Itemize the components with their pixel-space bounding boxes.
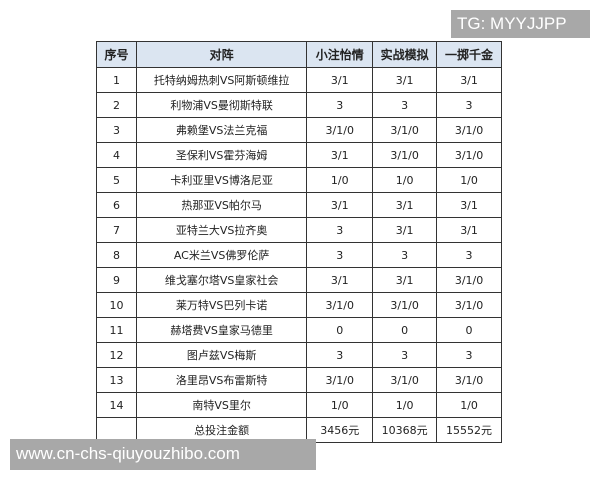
cell-big-bet: 3 (436, 242, 502, 268)
cell-match: 卡利亚里VS博洛尼亚 (135, 167, 308, 193)
cell-match: 南特VS里尔 (135, 392, 308, 418)
table-row: 3 弗赖堡VS法兰克福 3/1/0 3/1/0 3/1/0 (96, 117, 502, 143)
cell-small-bet: 3 (306, 92, 374, 118)
cell-match: 弗赖堡VS法兰克福 (135, 117, 308, 143)
table-row: 2 利物浦VS曼彻斯特联 3 3 3 (96, 92, 502, 118)
cell-big-bet: 3/1 (436, 192, 502, 218)
cell-big-bet: 3 (436, 342, 502, 368)
cell-practice-bet: 3/1/0 (372, 292, 438, 318)
cell-practice-bet: 3/1/0 (372, 367, 438, 393)
table-row: 5 卡利亚里VS博洛尼亚 1/0 1/0 1/0 (96, 167, 502, 193)
cell-small-bet: 3/1 (306, 67, 374, 93)
table-row: 1 托特纳姆热刺VS阿斯顿维拉 3/1 3/1 3/1 (96, 67, 502, 93)
cell-big-bet: 15552元 (436, 417, 502, 443)
table-row: 11 赫塔费VS皇家马德里 0 0 0 (96, 317, 502, 343)
cell-practice-bet: 3/1 (372, 217, 438, 243)
cell-match: 莱万特VS巴列卡诺 (135, 292, 308, 318)
cell-practice-bet: 3/1/0 (372, 117, 438, 143)
table-row: 14 南特VS里尔 1/0 1/0 1/0 (96, 392, 502, 418)
table-row: 13 洛里昂VS布雷斯特 3/1/0 3/1/0 3/1/0 (96, 367, 502, 393)
table-row: 9 维戈塞尔塔VS皇家社会 3/1 3/1 3/1/0 (96, 267, 502, 293)
cell-big-bet: 3 (436, 92, 502, 118)
table-row: 8 AC米兰VS佛罗伦萨 3 3 3 (96, 242, 502, 268)
column-header-big-bet: 一掷千金 (436, 41, 502, 68)
cell-practice-bet: 0 (372, 317, 438, 343)
cell-index: 5 (96, 167, 137, 193)
cell-big-bet: 0 (436, 317, 502, 343)
cell-small-bet: 3 (306, 217, 374, 243)
cell-big-bet: 3/1/0 (436, 267, 502, 293)
cell-match: 洛里昂VS布雷斯特 (135, 367, 308, 393)
table-row: 4 圣保利VS霍芬海姆 3/1 3/1/0 3/1/0 (96, 142, 502, 168)
cell-match: AC米兰VS佛罗伦萨 (135, 242, 308, 268)
cell-index: 13 (96, 367, 137, 393)
cell-practice-bet: 3/1/0 (372, 142, 438, 168)
cell-practice-bet: 1/0 (372, 392, 438, 418)
cell-small-bet: 3 (306, 342, 374, 368)
column-header-match: 对阵 (135, 41, 308, 68)
cell-small-bet: 1/0 (306, 392, 374, 418)
cell-index: 4 (96, 142, 137, 168)
cell-big-bet: 3/1/0 (436, 142, 502, 168)
cell-big-bet: 1/0 (436, 392, 502, 418)
cell-index: 6 (96, 192, 137, 218)
column-header-index: 序号 (96, 41, 137, 68)
cell-big-bet: 3/1 (436, 217, 502, 243)
cell-practice-bet: 3 (372, 242, 438, 268)
cell-practice-bet: 3/1 (372, 192, 438, 218)
cell-practice-bet: 3/1 (372, 267, 438, 293)
cell-match: 热那亚VS帕尔马 (135, 192, 308, 218)
cell-big-bet: 3/1/0 (436, 117, 502, 143)
cell-big-bet: 3/1 (436, 67, 502, 93)
table-row: 10 莱万特VS巴列卡诺 3/1/0 3/1/0 3/1/0 (96, 292, 502, 318)
cell-practice-bet: 3 (372, 92, 438, 118)
cell-index: 12 (96, 342, 137, 368)
table-row: 7 亚特兰大VS拉齐奥 3 3/1 3/1 (96, 217, 502, 243)
cell-index: 14 (96, 392, 137, 418)
table-header-row: 序号 对阵 小注怡情 实战模拟 一掷千金 (96, 41, 502, 68)
column-header-small-bet: 小注怡情 (306, 41, 374, 68)
cell-small-bet: 3/1/0 (306, 367, 374, 393)
cell-small-bet: 3/1 (306, 267, 374, 293)
cell-small-bet: 3 (306, 242, 374, 268)
telegram-watermark: TG: MYYJJPP (451, 10, 590, 38)
cell-index: 2 (96, 92, 137, 118)
cell-small-bet: 3/1 (306, 142, 374, 168)
cell-big-bet: 3/1/0 (436, 292, 502, 318)
cell-match: 赫塔费VS皇家马德里 (135, 317, 308, 343)
cell-small-bet: 3456元 (306, 417, 374, 443)
betting-table: 序号 对阵 小注怡情 实战模拟 一掷千金 1 托特纳姆热刺VS阿斯顿维拉 3/1 3/1 3/1… (96, 41, 502, 443)
cell-index: 8 (96, 242, 137, 268)
cell-index: 9 (96, 267, 137, 293)
cell-index: 1 (96, 67, 137, 93)
cell-practice-bet: 10368元 (372, 417, 438, 443)
cell-match: 圣保利VS霍芬海姆 (135, 142, 308, 168)
cell-match: 图卢兹VS梅斯 (135, 342, 308, 368)
website-watermark: www.cn-chs-qiuyouzhibo.com (10, 439, 316, 470)
cell-big-bet: 3/1/0 (436, 367, 502, 393)
column-header-practice-bet: 实战模拟 (372, 41, 438, 68)
table-row: 12 图卢兹VS梅斯 3 3 3 (96, 342, 502, 368)
table-row: 6 热那亚VS帕尔马 3/1 3/1 3/1 (96, 192, 502, 218)
cell-match: 利物浦VS曼彻斯特联 (135, 92, 308, 118)
cell-index: 10 (96, 292, 137, 318)
cell-small-bet: 0 (306, 317, 374, 343)
cell-small-bet: 3/1/0 (306, 117, 374, 143)
cell-index: 3 (96, 117, 137, 143)
cell-practice-bet: 3/1 (372, 67, 438, 93)
cell-practice-bet: 1/0 (372, 167, 438, 193)
cell-index: 11 (96, 317, 137, 343)
cell-small-bet: 1/0 (306, 167, 374, 193)
cell-small-bet: 3/1/0 (306, 292, 374, 318)
cell-match: 亚特兰大VS拉齐奥 (135, 217, 308, 243)
cell-match: 托特纳姆热刺VS阿斯顿维拉 (135, 67, 308, 93)
cell-big-bet: 1/0 (436, 167, 502, 193)
cell-index: 7 (96, 217, 137, 243)
cell-match: 维戈塞尔塔VS皇家社会 (135, 267, 308, 293)
cell-small-bet: 3/1 (306, 192, 374, 218)
cell-practice-bet: 3 (372, 342, 438, 368)
